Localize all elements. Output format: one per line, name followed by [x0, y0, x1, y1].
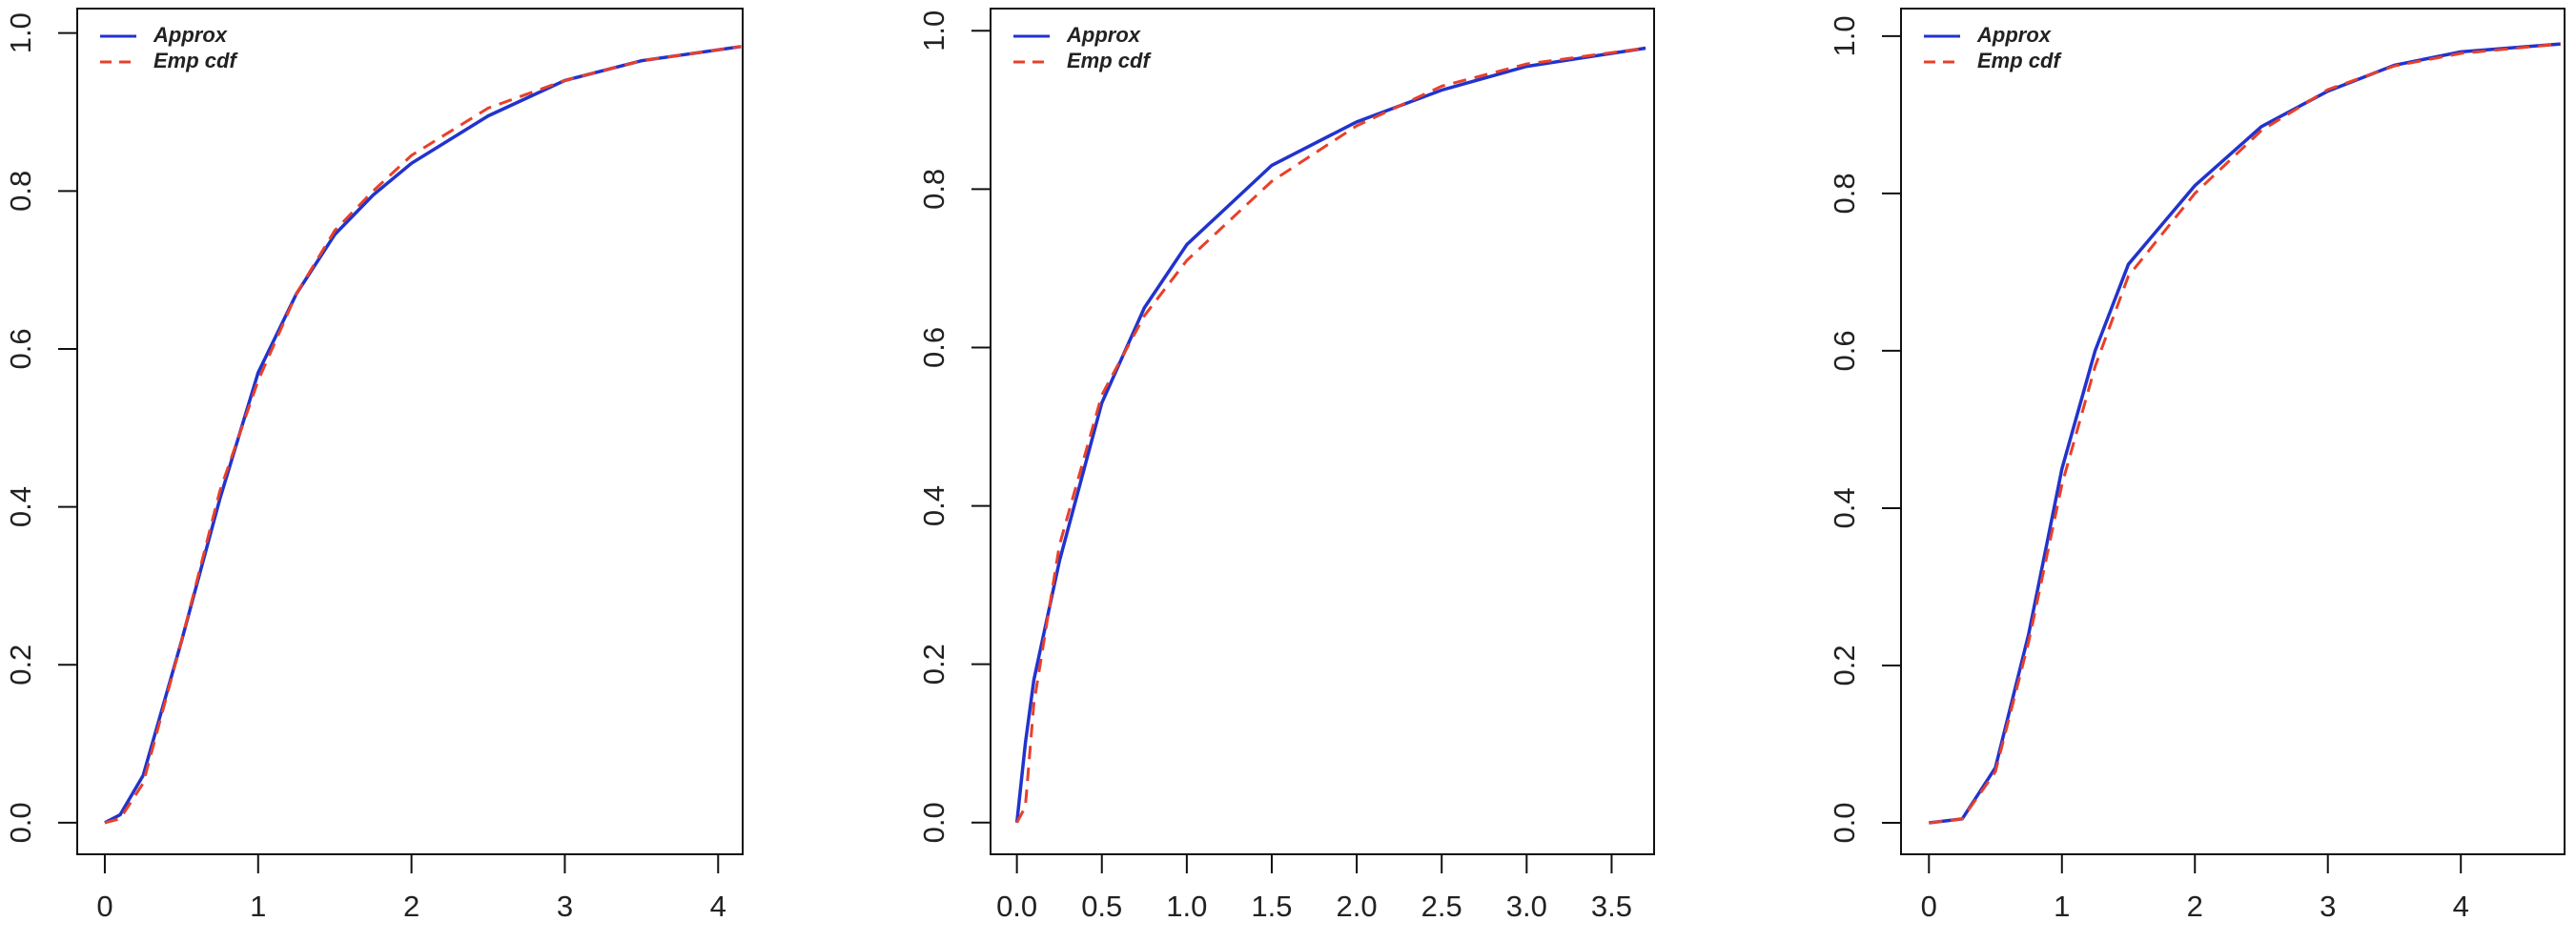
y-tick-label: 0.4 [4, 486, 37, 527]
y-tick-label: 0.6 [1828, 330, 1861, 371]
legend-label: Emp cdf [153, 49, 238, 72]
x-tick-label: 0 [1921, 890, 1937, 923]
y-tick-label: 0.2 [4, 645, 37, 686]
x-tick-label: 1 [2054, 890, 2070, 923]
x-tick-label: 0.5 [1081, 890, 1122, 923]
y-tick-label: 0.6 [4, 328, 37, 369]
series-line [1929, 42, 2561, 825]
x-tick-label: 3.5 [1591, 890, 1632, 923]
y-tick-label: 0.8 [917, 169, 951, 210]
x-tick-label: 2.5 [1421, 890, 1462, 923]
y-tick-label: 0.6 [917, 327, 951, 368]
series-line [1929, 42, 2561, 825]
series-line [1015, 47, 1646, 824]
legend-label: Emp cdf [1977, 49, 2062, 72]
x-tick-label: 3.0 [1506, 890, 1547, 923]
plot-frame [1900, 8, 2566, 855]
series-line [1014, 46, 1646, 823]
x-tick-label: 4 [2453, 890, 2469, 923]
y-tick-label: 0.8 [1828, 173, 1861, 214]
y-tick-label: 0.0 [1828, 802, 1861, 843]
x-tick-label: 1 [250, 890, 266, 923]
series-line [104, 45, 742, 825]
y-tick-label: 0.0 [917, 802, 951, 843]
y-tick-label: 1.0 [1828, 15, 1861, 56]
y-tick-label: 0.2 [917, 644, 951, 685]
x-tick-label: 0.0 [996, 890, 1037, 923]
x-tick-label: 2.0 [1337, 890, 1378, 923]
plot-frame [76, 8, 744, 855]
y-tick-label: 0.8 [4, 171, 37, 212]
x-tick-label: 4 [710, 890, 726, 923]
x-tick-label: 2 [403, 890, 419, 923]
legend-label: Approx [1066, 23, 1141, 47]
plot-frame [990, 8, 1655, 855]
x-tick-label: 3 [2320, 890, 2336, 923]
panel: 0.0 0.5 1.0 1.5 2.0 2.5 3.0 3.5 0.0 0.2 0.4 0.6 0.8 1… [917, 8, 1655, 923]
y-tick-label: 1.0 [917, 10, 951, 51]
legend-label: Approx [153, 23, 228, 47]
legend-label: Approx [1976, 23, 2052, 47]
legend-label: Emp cdf [1067, 49, 1152, 72]
series-line [104, 45, 742, 825]
x-tick-label: 1.0 [1166, 890, 1207, 923]
x-tick-label: 2 [2187, 890, 2203, 923]
x-tick-label: 0 [96, 890, 112, 923]
y-tick-label: 0.4 [917, 485, 951, 526]
y-tick-label: 0.4 [1828, 487, 1861, 528]
x-tick-label: 1.5 [1251, 890, 1292, 923]
y-tick-label: 1.0 [4, 12, 37, 53]
y-tick-label: 0.0 [4, 802, 37, 843]
x-tick-label: 3 [557, 890, 573, 923]
y-tick-label: 0.2 [1828, 645, 1861, 686]
